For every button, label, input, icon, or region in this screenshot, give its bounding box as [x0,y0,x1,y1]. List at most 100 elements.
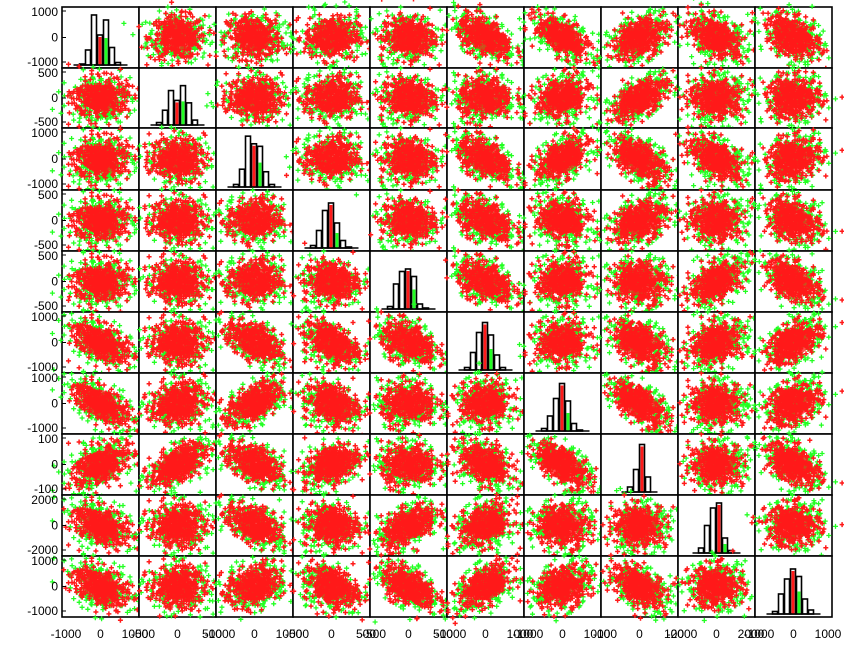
x-tick-label: -1000 [205,627,236,641]
panel-r8-c8 [677,494,756,557]
panel-r8-c5 [440,486,547,563]
panel-r8-c0 [49,481,148,562]
panel-r0-c1 [121,0,223,84]
panel-r1-c7 [597,66,682,133]
scatter-core [545,207,580,234]
scatter-core [160,329,195,356]
y-tick-label: 0 [51,91,58,105]
scatter-core [391,390,426,417]
scatter-core [468,390,503,417]
x-tick-label: 1000 [276,627,303,641]
panel-r2-c5 [443,121,528,198]
scatter-core [776,84,811,112]
y-tick-label: 1000 [31,126,58,140]
panel-r6-c6 [523,372,602,435]
panel-r7-c0 [49,427,148,502]
panel-r0-c7 [597,6,682,73]
scatter-core [314,572,349,601]
y-tick-label: 0 [51,275,58,289]
panel-r4-c3 [276,240,379,317]
panel-r2-c1 [128,103,223,196]
panel-r5-c2 [206,309,299,378]
y-tick-label: 500 [38,66,58,80]
scatter-core [468,84,503,112]
y-tick-label: -1000 [27,55,58,69]
y-tick-label: -100 [34,482,58,496]
hist-bar-highlight [252,145,256,187]
panel-r8-c9 [744,487,844,562]
scatter-core [468,23,503,52]
scatter-core [391,145,426,173]
y-tick-label: 0 [51,31,58,45]
x-tick-label: 0 [405,627,412,641]
scatter-core [83,450,118,479]
scatter-core [314,24,349,51]
y-tick-label: 2000 [31,493,58,507]
scatter-core [545,572,580,601]
scatter-core [622,572,657,601]
hist-bar-highlight [258,162,262,187]
panel-r7-c1 [128,406,223,504]
scatter-core [83,389,118,418]
x-tick-label: 0 [97,627,104,641]
panel-r9-c7 [600,544,680,623]
panel-r7-c2 [206,431,299,500]
scatter-core [699,84,734,112]
panel-r7-c4 [366,418,451,505]
y-tick-label: 0 [51,152,58,166]
hist-bar-highlight [791,570,795,614]
hist-bar-highlight [797,591,801,614]
hist-bar-highlight [98,36,102,65]
panel-r3-c0 [49,183,148,258]
panel-r6-c7 [600,371,682,435]
y-tick-label: -1000 [27,421,58,435]
panel-r7-c3 [276,428,379,502]
scatter-core [699,390,734,417]
scatter-core [314,145,349,173]
y-tick-label: 1000 [31,554,58,568]
panel-r3-c3 [292,189,371,252]
panel-r9-c2 [206,550,299,622]
panel-r0-c6 [517,4,624,83]
hist-bar-highlight [329,204,333,248]
panel-r3-c4 [353,179,456,256]
scatter-core [622,23,657,52]
panel-r0-c8 [673,0,757,76]
scatter-core [160,207,195,234]
scatter-core [776,145,811,173]
y-tick-label: 0 [51,214,58,228]
scatter-core [237,573,272,600]
panel-r8-c6 [523,489,605,563]
panel-r2-c3 [283,125,376,192]
panel-r5-c6 [517,299,624,378]
panel-r0-c3 [282,0,380,71]
x-tick-label: 1000 [815,627,842,641]
panel-r9-c1 [128,531,223,620]
scatter-core [622,84,657,112]
y-tick-label: -500 [34,299,58,313]
panel-r6-c5 [440,360,547,439]
scatter-core [545,84,580,112]
x-tick-label: -1000 [744,627,775,641]
scatter-core [160,268,195,295]
panel-r5-c5 [446,311,525,374]
y-tick-label: 1000 [31,371,58,385]
y-tick-label: -2000 [27,543,58,557]
panel-r1-c0 [49,61,148,135]
scatter-core [237,84,272,112]
scatter-core [545,450,580,479]
hist-bar-highlight [560,385,564,431]
panel-r1-c3 [283,65,381,130]
scatter-core [314,512,349,539]
panel-r6-c3 [276,359,379,439]
panel-r4-c9 [744,247,844,321]
scatter-core [391,572,426,601]
scatter-core [314,268,349,295]
scatter-core [622,328,657,357]
scatter-core [83,572,118,601]
scatter-core [83,207,118,234]
y-tick-label: -1000 [27,604,58,618]
x-tick-label: 0 [174,627,181,641]
x-tick-label: -100 [593,627,617,641]
x-tick-label: 500 [433,627,453,641]
